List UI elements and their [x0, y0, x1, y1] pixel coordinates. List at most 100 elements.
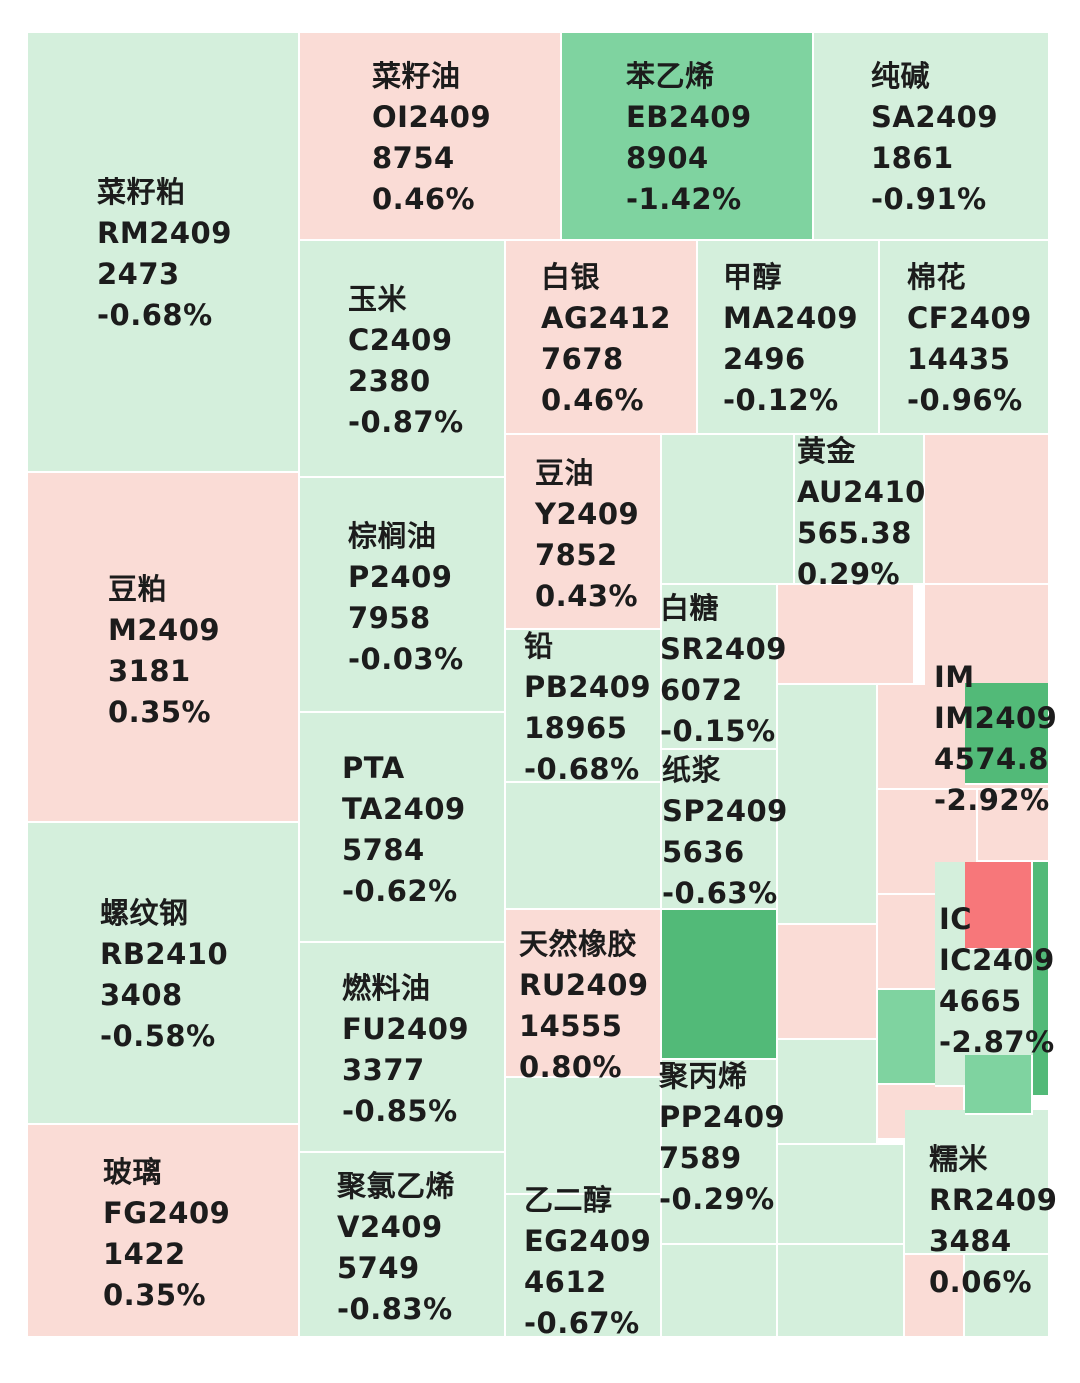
tile-name: 甲醇 — [723, 260, 783, 294]
tile-code: PB2409 — [524, 670, 652, 704]
tile-label: 棉花 CF2409 14435 -0.96% — [907, 257, 1032, 421]
tile-code: EG2409 — [524, 1224, 652, 1258]
tile-price: 4612 — [524, 1265, 607, 1299]
tile-change: -0.91% — [871, 182, 987, 216]
tile-price: 5636 — [662, 835, 745, 869]
treemap-tile[interactable] — [28, 823, 300, 1125]
treemap-tile[interactable] — [795, 435, 925, 585]
treemap-tile[interactable] — [300, 478, 506, 713]
treemap-filler-tile — [778, 925, 878, 1040]
tile-code: RM2409 — [97, 216, 232, 250]
treemap-tile[interactable] — [300, 713, 506, 943]
tile-name: IM — [934, 660, 975, 694]
tile-change: 0.46% — [372, 182, 476, 216]
tile-label: 糯米 RR2409 3484 0.06% — [929, 1139, 1057, 1303]
tile-label: 菜籽粕 RM2409 2473 -0.68% — [97, 172, 232, 336]
tile-label: 聚氯乙烯 V2409 5749 -0.83% — [337, 1166, 455, 1330]
tile-label: 甲醇 MA2409 2496 -0.12% — [723, 257, 858, 421]
tile-price: 7958 — [348, 601, 431, 635]
treemap-filler-tile — [778, 685, 878, 925]
treemap-tile[interactable] — [562, 33, 814, 241]
treemap-tile[interactable] — [300, 33, 562, 241]
treemap-tile[interactable] — [506, 630, 662, 783]
tile-change: 0.35% — [108, 695, 212, 729]
treemap-filler-tile — [965, 683, 1050, 785]
tile-label: 螺纹钢 RB2410 3408 -0.58% — [100, 893, 228, 1057]
treemap-tile[interactable] — [880, 241, 1050, 435]
tile-name: IC — [939, 902, 973, 936]
tile-change: 0.35% — [103, 1278, 207, 1312]
treemap-tile[interactable] — [506, 1195, 662, 1338]
treemap-tile[interactable] — [662, 750, 778, 910]
tile-price: 7678 — [541, 342, 624, 376]
tile-name: 豆油 — [535, 456, 595, 490]
treemap-tile[interactable] — [905, 1110, 1050, 1255]
tile-name: 聚氯乙烯 — [337, 1169, 456, 1203]
tile-code: Y2409 — [535, 497, 640, 531]
tile-code: RR2409 — [929, 1183, 1058, 1217]
tile-label: 聚丙烯 PP2409 7589 -0.29% — [659, 1056, 785, 1220]
tile-label: IC IC2409 4665 -2.87% — [939, 899, 1055, 1063]
tile-change: -0.58% — [100, 1019, 216, 1053]
tile-change: 0.80% — [519, 1050, 623, 1084]
tile-label: PTA TA2409 5784 -0.62% — [342, 748, 466, 912]
treemap-tile[interactable] — [300, 1153, 506, 1338]
tile-name: 棉花 — [907, 260, 967, 294]
treemap-filler-tile — [662, 910, 778, 1060]
treemap-tile[interactable] — [506, 435, 662, 630]
tile-code: FG2409 — [103, 1196, 231, 1230]
tile-price: 18965 — [524, 711, 628, 745]
tile-name: 铅 — [524, 629, 554, 663]
tile-name: 菜籽油 — [372, 59, 461, 93]
treemap-filler-tile — [965, 1255, 1050, 1338]
tile-name: 天然橡胶 — [519, 927, 638, 961]
tile-name: 白银 — [541, 260, 601, 294]
tile-change: -0.87% — [348, 405, 464, 439]
treemap-tile[interactable] — [300, 241, 506, 478]
treemap-filler-tile — [1033, 862, 1050, 1097]
tile-name: 白糖 — [660, 591, 720, 625]
treemap-filler-tile — [506, 783, 662, 910]
tile-code: EB2409 — [626, 100, 752, 134]
treemap-filler-tile — [778, 1145, 905, 1245]
tile-code: OI2409 — [372, 100, 492, 134]
treemap-tile[interactable] — [28, 473, 300, 823]
tile-label: 铅 PB2409 18965 -0.68% — [524, 626, 651, 790]
treemap-tile[interactable] — [28, 33, 300, 473]
tile-name: 燃料油 — [342, 971, 431, 1005]
treemap-tile[interactable] — [698, 241, 880, 435]
treemap-tile[interactable] — [662, 1060, 778, 1245]
treemap-tile[interactable] — [28, 1125, 300, 1338]
tile-code: RU2409 — [519, 968, 649, 1002]
treemap-tile[interactable] — [506, 910, 662, 1078]
tile-price: 14435 — [907, 342, 1011, 376]
tile-price: 1861 — [871, 141, 954, 175]
tile-change: -0.15% — [660, 714, 776, 748]
tile-name: 聚丙烯 — [659, 1059, 748, 1093]
tile-name: 菜籽粕 — [97, 175, 186, 209]
tile-price: 4574.8 — [934, 742, 1049, 776]
tile-name: 豆粕 — [108, 572, 168, 606]
tile-price: 4665 — [939, 984, 1022, 1018]
treemap-tile[interactable] — [814, 33, 1050, 241]
tile-name: 苯乙烯 — [626, 59, 715, 93]
tile-price: 3181 — [108, 654, 191, 688]
tile-price: 565.38 — [797, 516, 912, 550]
tile-code: IC2409 — [939, 943, 1055, 977]
tile-code: V2409 — [337, 1210, 443, 1244]
treemap-filler-tile — [778, 1040, 878, 1145]
treemap-tile[interactable] — [300, 943, 506, 1153]
tile-name: 黄金 — [797, 434, 857, 468]
tile-name: 螺纹钢 — [100, 896, 189, 930]
tile-price: 8754 — [372, 141, 455, 175]
treemap-tile[interactable] — [662, 585, 778, 750]
tile-label: 纸浆 SP2409 5636 -0.63% — [662, 750, 788, 914]
tile-name: 纯碱 — [871, 59, 931, 93]
tile-price: 8904 — [626, 141, 709, 175]
tile-label: 豆粕 M2409 3181 0.35% — [108, 569, 220, 733]
treemap-tile[interactable] — [506, 241, 698, 435]
tile-change: 0.46% — [541, 383, 645, 417]
tile-change: -0.03% — [348, 642, 464, 676]
tile-code: C2409 — [348, 323, 453, 357]
